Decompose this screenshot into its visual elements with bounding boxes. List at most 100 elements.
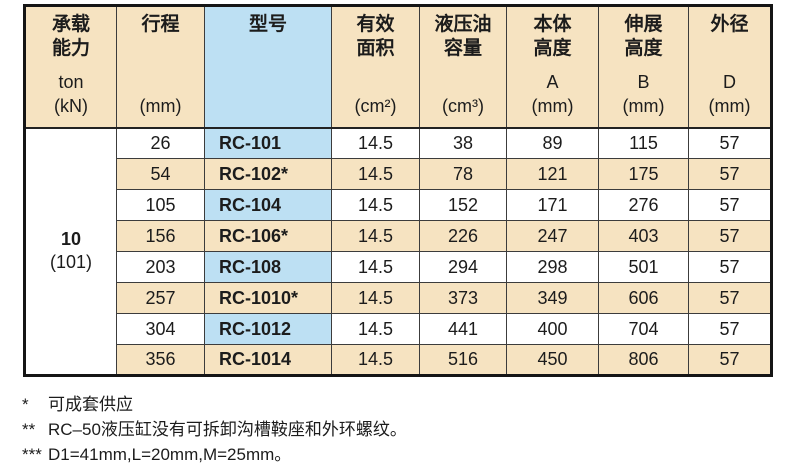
cell-height-a: 450 [506,344,599,376]
cell-height-b: 806 [598,344,689,376]
cell-oil: 294 [419,251,507,283]
footnote: *** D1=41mm,L=20mm,M=25mm。 [22,442,790,467]
cell-height-a: 121 [506,158,599,190]
col-unit: B (mm) [622,71,665,117]
table-row: 156 RC-106* 14.5 226 247 403 57 [25,220,772,252]
header-row: 承载 能力 ton (kN) 行程 (mm) 型号 [24,5,772,129]
cell-height-a: 89 [506,127,599,159]
col-header-body-height: 本体 高度 A (mm) [506,5,599,129]
capacity-ton: 10 [60,228,82,249]
cell-height-a: 171 [506,189,599,221]
capacity-cell: 10 (101) [24,127,117,376]
table-row: 105 RC-104 14.5 152 171 276 57 [25,189,772,221]
cell-area: 14.5 [331,189,420,221]
footnote-marker: ** [22,420,36,439]
table-row: 10 (101) 26 RC-101 14.5 38 89 115 57 [24,127,772,376]
cell-stroke: 203 [116,251,205,283]
footnote-text: RC–50液压缸没有可拆卸沟槽鞍座和外环螺纹。 [48,420,407,439]
catalog-page: 承载 能力 ton (kN) 行程 (mm) 型号 [0,4,790,473]
cell-height-a: 349 [506,282,599,314]
cell-diameter-d: 57 [688,251,772,283]
cell-height-a: 298 [506,251,599,283]
cell-model: RC-108 [204,251,332,283]
cell-model: RC-1014 [204,344,332,376]
cell-diameter-d: 57 [688,313,772,345]
footnote: * 可成套供应 [22,392,790,417]
cell-area: 14.5 [331,251,420,283]
cell-area: 14.5 [331,158,420,190]
col-header-capacity: 承载 能力 ton (kN) [24,5,117,129]
cell-area: 14.5 [331,220,420,252]
col-unit: (mm) [139,96,182,117]
cell-model: RC-104 [204,189,332,221]
cell-diameter-d: 57 [688,189,772,221]
col-title: 行程 [141,14,180,35]
cell-diameter-d: 57 [688,127,772,159]
cell-height-b: 704 [598,313,689,345]
col-unit: A (mm) [531,71,574,117]
table-row: 356 RC-1014 14.5 516 450 806 57 [25,344,772,376]
col-title: 伸展 高度 [624,14,663,60]
cell-stroke: 105 [116,189,205,221]
cell-stroke: 356 [116,344,205,376]
col-unit: D (mm) [708,71,751,117]
footnotes: * 可成套供应 ** RC–50液压缸没有可拆卸沟槽鞍座和外环螺纹。 *** D… [22,392,790,467]
cell-height-b: 403 [598,220,689,252]
cell-oil: 516 [419,344,507,376]
footnote-marker: * [22,395,29,414]
cell-model: RC-101 [204,127,332,159]
cell-area: 14.5 [331,127,420,159]
cell-stroke: 54 [116,158,205,190]
table-row: 257 RC-1010* 14.5 373 349 606 57 [25,282,772,314]
cell-oil: 373 [419,282,507,314]
cell-height-a: 247 [506,220,599,252]
col-title: 本体 高度 [533,14,572,60]
table-row: 203 RC-108 14.5 294 298 501 57 [25,251,772,283]
col-title: 型号 [248,14,287,35]
col-unit: ton (kN) [54,71,88,117]
cell-area: 14.5 [331,282,420,314]
cell-model: RC-1012 [204,313,332,345]
cell-stroke: 26 [116,127,205,159]
table-row: 304 RC-1012 14.5 441 400 704 57 [25,313,772,345]
cell-height-b: 175 [598,158,689,190]
table-row: 54 RC-102* 14.5 78 121 175 57 [25,158,772,190]
col-title: 外径 [710,14,749,35]
cell-stroke: 304 [116,313,205,345]
col-header-extended-height: 伸展 高度 B (mm) [598,5,689,129]
col-unit: (cm²) [354,96,397,117]
cell-diameter-d: 57 [688,344,772,376]
cell-oil: 226 [419,220,507,252]
cell-oil: 441 [419,313,507,345]
cell-stroke: 156 [116,220,205,252]
col-header-oil-capacity: 液压油 容量 (cm³) [419,5,507,129]
cell-oil: 38 [419,127,507,159]
cell-diameter-d: 57 [688,220,772,252]
col-header-effective-area: 有效 面积 (cm²) [331,5,420,129]
spec-table: 承载 能力 ton (kN) 行程 (mm) 型号 [23,4,773,377]
cell-stroke: 257 [116,282,205,314]
cell-model: RC-1010* [204,282,332,314]
cell-area: 14.5 [331,313,420,345]
col-header-stroke: 行程 (mm) [116,5,205,129]
footnote-text: D1=41mm,L=20mm,M=25mm。 [48,445,292,464]
cell-oil: 78 [419,158,507,190]
col-title: 液压油 容量 [434,14,492,60]
cell-height-b: 115 [598,127,689,159]
col-header-outer-diameter: 外径 D (mm) [688,5,772,129]
col-title: 有效 面积 [356,14,395,60]
capacity-kn: (101) [49,252,93,273]
cell-model: RC-102* [204,158,332,190]
cell-diameter-d: 57 [688,158,772,190]
cell-height-b: 606 [598,282,689,314]
footnote-text: 可成套供应 [48,395,133,414]
footnote-marker: *** [22,445,42,464]
cell-height-b: 276 [598,189,689,221]
cell-height-b: 501 [598,251,689,283]
col-unit: (cm³) [442,96,484,117]
cell-height-a: 400 [506,313,599,345]
cell-diameter-d: 57 [688,282,772,314]
cell-model: RC-106* [204,220,332,252]
col-title: 承载 能力 [51,14,90,60]
footnote: ** RC–50液压缸没有可拆卸沟槽鞍座和外环螺纹。 [22,417,790,442]
